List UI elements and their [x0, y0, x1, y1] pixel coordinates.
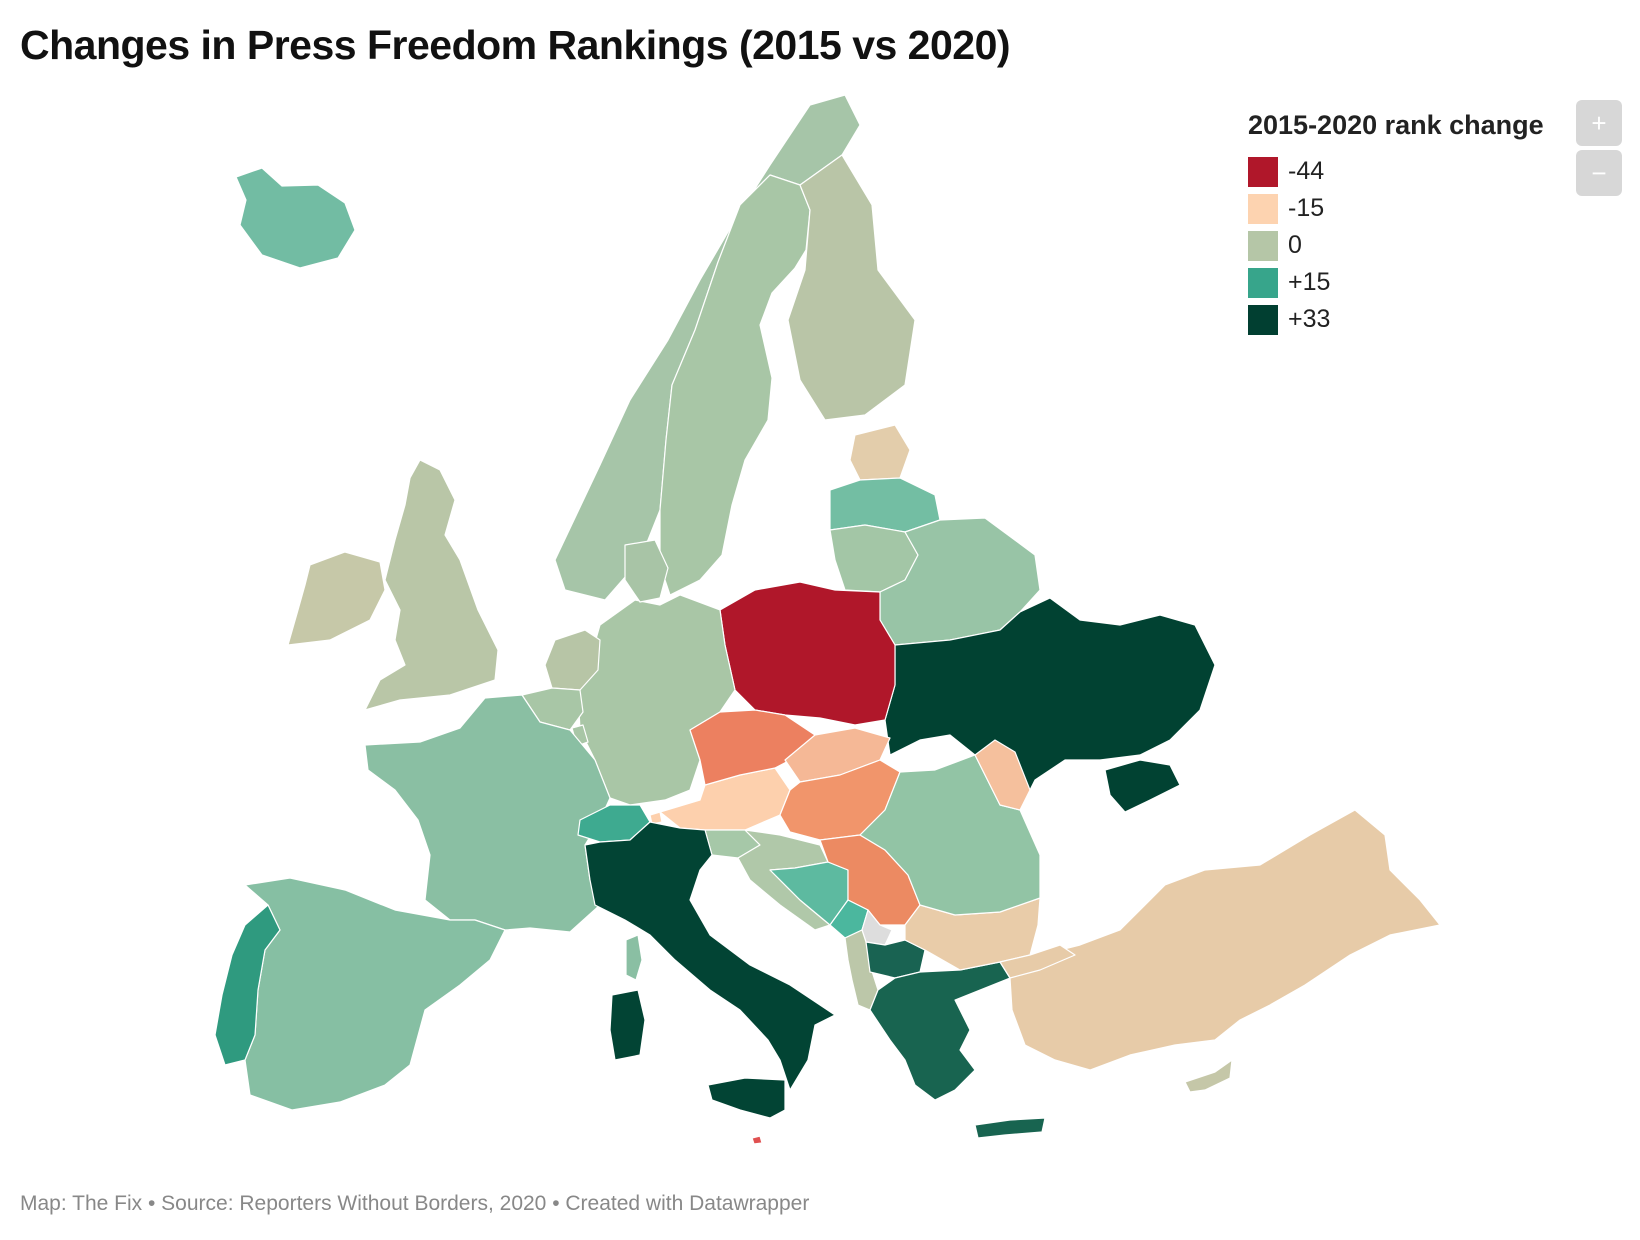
region-moldova[interactable]: [974, 739, 1031, 811]
region-netherlands[interactable]: [544, 629, 601, 691]
region-crete[interactable]: [974, 1117, 1046, 1139]
legend-swatch: [1248, 193, 1278, 224]
region-denmark[interactable]: [624, 539, 669, 603]
region-malta[interactable]: [751, 1135, 763, 1145]
source-footer: Map: The Fix • Source: Reporters Without…: [20, 1192, 810, 1215]
region-crimea[interactable]: [1104, 759, 1181, 813]
region-portugal[interactable]: [214, 904, 281, 1066]
legend-title: 2015-2020 rank change: [1248, 110, 1544, 140]
region-ireland[interactable]: [287, 551, 386, 646]
region-poland[interactable]: [719, 581, 896, 726]
legend-swatch: [1248, 304, 1278, 335]
region-turkey-thrace[interactable]: [999, 944, 1076, 979]
region-estonia[interactable]: [849, 424, 911, 481]
chart-title: Changes in Press Freedom Rankings (2015 …: [20, 22, 1011, 68]
legend-swatch: [1248, 267, 1278, 298]
region-turkey[interactable]: [1009, 809, 1441, 1071]
region-united-kingdom[interactable]: [364, 459, 499, 711]
legend-label: +15: [1288, 268, 1331, 296]
legend-swatch: [1248, 230, 1278, 261]
zoom-out-button[interactable]: −: [1576, 150, 1622, 196]
region-liechtenstein[interactable]: [649, 811, 663, 825]
legend-item: -15: [1248, 190, 1544, 227]
region-italy[interactable]: [584, 821, 836, 1091]
legend-item: +33: [1248, 301, 1544, 338]
region-sicily[interactable]: [707, 1077, 786, 1119]
europe-map[interactable]: [0, 80, 1640, 1190]
legend-label: -44: [1288, 157, 1325, 185]
region-finland[interactable]: [787, 154, 916, 421]
legend-label: 0: [1288, 231, 1302, 259]
legend: 2015-2020 rank change -44 -15 0 +15 +33: [1248, 110, 1544, 338]
region-north-macedonia[interactable]: [865, 939, 926, 979]
region-greece[interactable]: [869, 961, 1011, 1101]
legend-item: +15: [1248, 264, 1544, 301]
region-cyprus[interactable]: [1184, 1059, 1233, 1093]
region-sweden[interactable]: [659, 174, 811, 596]
region-latvia[interactable]: [829, 477, 941, 533]
legend-item: -44: [1248, 153, 1544, 190]
map-canvas: [214, 94, 1441, 1145]
legend-swatch: [1248, 156, 1278, 187]
legend-item: 0: [1248, 227, 1544, 264]
zoom-in-button[interactable]: +: [1576, 100, 1622, 146]
legend-label: -15: [1288, 194, 1325, 222]
legend-label: +33: [1288, 305, 1331, 333]
region-sardinia[interactable]: [609, 989, 646, 1061]
region-ukraine[interactable]: [884, 597, 1216, 811]
region-corsica[interactable]: [625, 934, 643, 981]
region-iceland[interactable]: [235, 167, 356, 269]
